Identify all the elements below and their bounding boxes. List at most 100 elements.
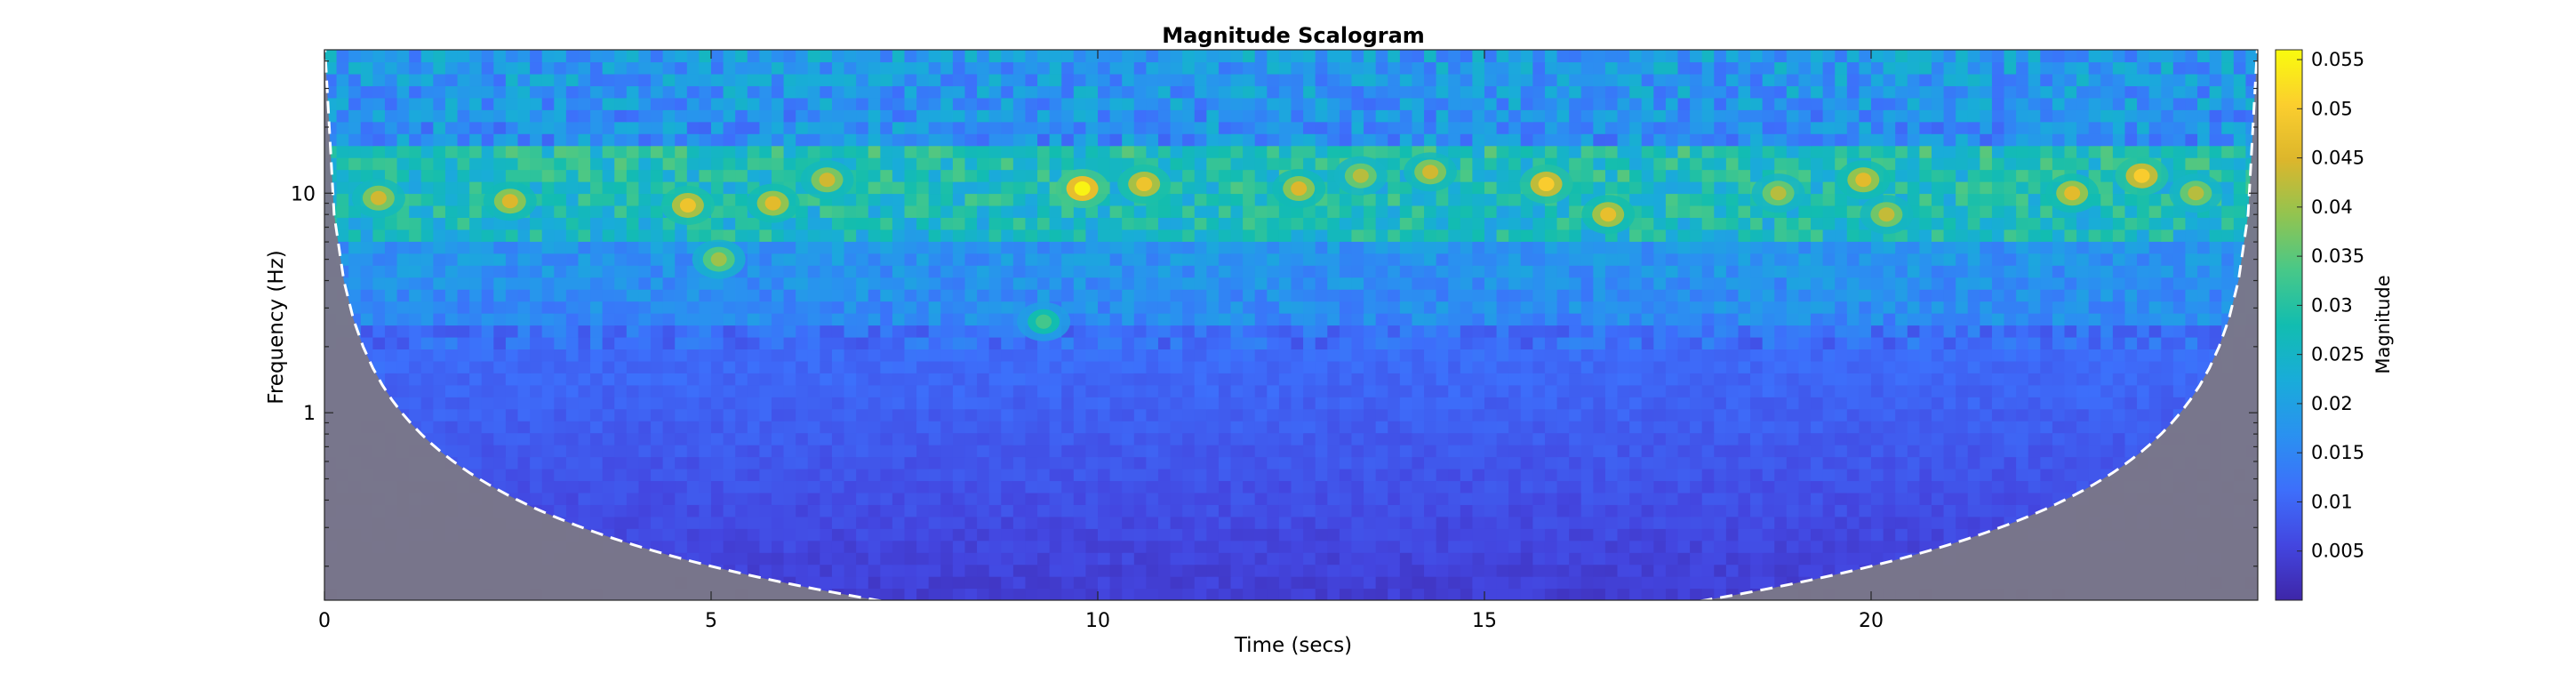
heatmap-cell <box>711 217 724 230</box>
heatmap-cell <box>1472 349 1485 362</box>
heatmap-cell <box>1122 456 1135 469</box>
heatmap-cell <box>1508 421 1522 434</box>
heatmap-cell <box>1653 360 1667 373</box>
heatmap-cell <box>1278 289 1292 302</box>
heatmap-cell <box>977 325 990 338</box>
heatmap-cell <box>1025 384 1038 397</box>
heatmap-cell <box>1665 468 1679 482</box>
heatmap-cell <box>1835 229 1848 242</box>
heatmap-cell <box>892 277 906 290</box>
heatmap-cell <box>1991 468 2005 482</box>
heatmap-cell <box>1061 241 1075 254</box>
heatmap-cell <box>1061 564 1075 577</box>
heatmap-cell <box>1375 516 1388 529</box>
heatmap-cell <box>1677 516 1691 529</box>
heatmap-cell <box>1774 432 1788 445</box>
heatmap-cell <box>1544 313 1558 326</box>
heatmap-cell <box>505 408 519 421</box>
heatmap-cell <box>372 277 386 290</box>
heatmap-cell <box>1025 421 1038 434</box>
heatmap-cell <box>1665 336 1679 350</box>
heatmap-cell <box>1182 588 1196 600</box>
heatmap-cell <box>807 516 820 529</box>
heatmap-cell <box>1472 528 1485 542</box>
heatmap-cell <box>2076 468 2090 482</box>
heatmap-cell <box>2112 265 2126 278</box>
heatmap-cell <box>1182 576 1196 590</box>
heatmap-cell <box>493 373 507 386</box>
heatmap-cell <box>916 229 930 242</box>
heatmap-cell <box>1701 325 1715 338</box>
heatmap-cell <box>723 492 736 505</box>
heatmap-cell <box>2064 480 2077 493</box>
heatmap-cell <box>2137 301 2150 314</box>
heatmap-cell <box>1001 336 1014 350</box>
heatmap-cell <box>1218 277 1232 290</box>
heatmap-cell <box>1460 516 1474 529</box>
heatmap-cell <box>360 253 373 266</box>
heatmap-cell <box>1448 516 1461 529</box>
heatmap-cell <box>1569 504 1582 518</box>
heatmap-cell <box>1267 373 1280 386</box>
heatmap-cell <box>2100 265 2114 278</box>
heatmap-cell <box>469 408 483 421</box>
heatmap-cell <box>1520 588 1533 600</box>
heatmap-cell <box>1593 408 1606 421</box>
heatmap-cell <box>1641 301 1654 314</box>
heatmap-cell <box>565 217 580 230</box>
heatmap-cell <box>1254 313 1268 326</box>
heatmap-cell <box>1617 480 1630 493</box>
heatmap-cell <box>675 325 688 338</box>
heatmap-cell <box>2088 265 2101 278</box>
heatmap-cell <box>964 492 978 505</box>
heatmap-cell <box>1303 373 1316 386</box>
heatmap-cell <box>1243 277 1256 290</box>
heatmap-cell <box>554 349 567 362</box>
heatmap-cell <box>1931 373 1945 386</box>
heatmap-cell <box>1448 241 1461 254</box>
heatmap-cell <box>2016 301 2029 314</box>
heatmap-cell <box>856 516 869 529</box>
heatmap-cell <box>1556 564 1570 577</box>
heatmap-cell <box>1412 229 1425 242</box>
heatmap-cell <box>517 432 531 445</box>
heatmap-cell <box>1714 516 1727 529</box>
heatmap-cell <box>1364 576 1377 590</box>
heatmap-cell <box>1399 253 1413 266</box>
heatmap-cell <box>759 325 772 338</box>
heatmap-cell <box>2028 229 2041 242</box>
heatmap-cell <box>964 564 978 577</box>
heatmap-cell <box>384 301 398 314</box>
heatmap-cell <box>988 289 1002 302</box>
heatmap-cell <box>2137 253 2150 266</box>
heatmap-cell <box>420 217 434 230</box>
heatmap-cell <box>1750 576 1764 590</box>
heatmap-cell <box>1774 516 1788 529</box>
heatmap-cell <box>1364 265 1377 278</box>
heatmap-cell <box>1690 289 1703 302</box>
heatmap-cell <box>1738 456 1751 469</box>
heatmap-cell <box>1774 564 1788 577</box>
heatmap-cell <box>723 229 736 242</box>
heatmap-cell <box>1677 504 1691 518</box>
heatmap-cell <box>723 277 736 290</box>
heatmap-cell <box>1496 265 1509 278</box>
heatmap-cell <box>1980 360 1993 373</box>
heatmap-cell <box>2076 277 2090 290</box>
heatmap-cell <box>1375 492 1388 505</box>
heatmap-cell <box>1388 313 1401 326</box>
heatmap-cell <box>1895 445 1908 458</box>
heatmap-cell <box>372 229 386 242</box>
heatmap-cell <box>1871 421 1884 434</box>
heatmap-cell <box>590 384 604 397</box>
heatmap-cell <box>1170 432 1183 445</box>
heatmap-cell <box>892 528 906 542</box>
heatmap-cell <box>638 253 652 266</box>
heatmap-cell <box>1098 397 1111 410</box>
heatmap-cell <box>1133 253 1147 266</box>
heatmap-cell <box>759 241 772 254</box>
heatmap-cell <box>1822 421 1836 434</box>
heatmap-cell <box>1556 373 1570 386</box>
heatmap-cell <box>1001 564 1014 577</box>
heatmap-cell <box>360 277 373 290</box>
